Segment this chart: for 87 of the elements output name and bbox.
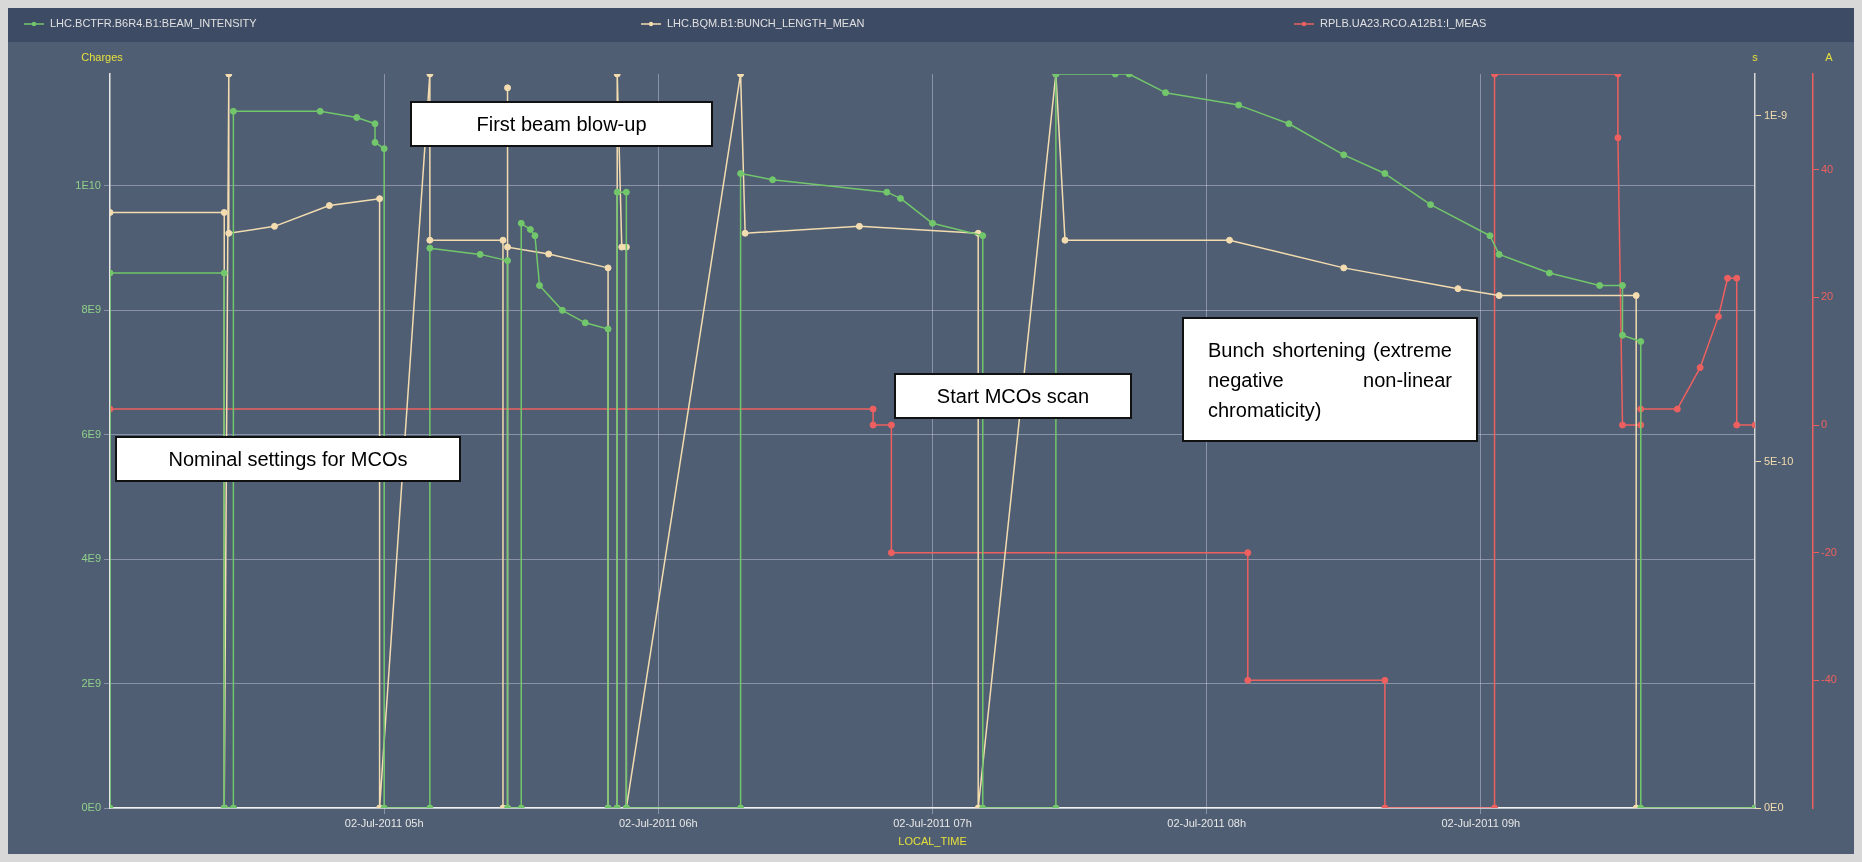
point — [1244, 676, 1252, 684]
point — [1714, 313, 1722, 321]
point — [604, 325, 612, 333]
y-tick-label: 1E10 — [75, 179, 101, 191]
y3-axis-title: A — [1825, 51, 1834, 64]
point — [1724, 274, 1732, 282]
point — [1733, 274, 1741, 282]
point — [869, 421, 877, 429]
y2-axis-title: s — [1752, 51, 1759, 64]
y-tick-label: 2E9 — [81, 676, 101, 689]
point — [1486, 232, 1494, 240]
y3-tick-label: -40 — [1821, 673, 1837, 686]
y-axis-title: Charges — [81, 51, 124, 64]
point — [1381, 676, 1389, 684]
point — [1381, 170, 1389, 178]
legend-label: LHC.BQM.B1:BUNCH_LENGTH_MEAN — [667, 17, 865, 30]
x-tick-label: 02-Jul-2011 06h — [618, 816, 698, 829]
point — [887, 421, 895, 429]
point — [897, 194, 905, 202]
point — [929, 219, 936, 227]
point — [1696, 364, 1704, 372]
y3-tick-label: 0 — [1821, 418, 1828, 431]
legend-label: LHC.BCTFR.B6R4.B1:BEAM_INTENSITY — [50, 17, 258, 30]
point — [1733, 421, 1741, 429]
annotation: Nominal settings for MCOs — [167, 447, 409, 472]
point — [476, 250, 484, 258]
annotation: Start MCOs scan — [935, 384, 1091, 409]
y-tick-label: 0E0 — [81, 801, 101, 814]
callout-box: Bunch shortening (extreme negative non-linear chromaticity) — [1182, 317, 1478, 442]
point — [979, 232, 987, 240]
callout-box: Nominal settings for MCOs — [115, 436, 461, 482]
point — [517, 219, 525, 227]
x-tick-label: 02-Jul-2011 09h — [1441, 816, 1521, 829]
x-tick-label: 02-Jul-2011 08h — [1167, 816, 1247, 829]
point — [1673, 405, 1681, 413]
point — [1427, 201, 1435, 209]
y-tick-label: 8E9 — [81, 303, 101, 316]
legend-label: RPLB.UA23.RCO.A12B1:I_MEAS — [1320, 17, 1487, 30]
point — [1618, 281, 1626, 289]
annotation: Bunch shortening (extreme negative non-linear chromaticity) — [1208, 337, 1452, 423]
point — [504, 257, 512, 265]
x-axis-title: LOCAL_TIME — [898, 834, 967, 847]
callout-box: Start MCOs scan — [894, 373, 1132, 419]
point — [1614, 134, 1622, 142]
point — [526, 226, 534, 234]
callout-box: First beam blow-up — [410, 101, 713, 147]
point — [1244, 549, 1252, 557]
point — [581, 319, 589, 327]
y3-tick-label: 40 — [1821, 162, 1834, 175]
y-tick-label: 4E9 — [81, 552, 101, 565]
x-tick-label: 02-Jul-2011 07h — [893, 816, 972, 829]
point — [737, 170, 745, 178]
point — [229, 107, 237, 115]
point — [613, 188, 621, 196]
annotation: First beam blow-up — [475, 112, 648, 137]
point — [622, 188, 630, 196]
point — [1637, 337, 1645, 345]
point — [1162, 89, 1170, 97]
point — [887, 549, 895, 557]
point — [869, 405, 877, 413]
y2-tick-label: 5E-10 — [1764, 454, 1794, 467]
point — [883, 188, 891, 196]
point — [536, 281, 544, 289]
x-tick-label: 02-Jul-2011 05h — [344, 816, 424, 829]
point — [353, 114, 361, 122]
y3-tick-label: 20 — [1821, 290, 1834, 303]
point — [1618, 421, 1626, 429]
point — [1495, 250, 1503, 258]
point — [1545, 269, 1553, 277]
point — [1235, 101, 1243, 109]
point — [220, 269, 228, 277]
point — [769, 176, 777, 184]
point — [1340, 151, 1348, 159]
point — [531, 232, 539, 240]
point — [1596, 281, 1604, 289]
point — [426, 244, 434, 252]
y-tick-label: 6E9 — [81, 427, 101, 440]
y3-tick-label: -20 — [1821, 545, 1837, 558]
y2-tick-label: 0E0 — [1764, 801, 1784, 814]
point — [380, 145, 388, 153]
point — [316, 107, 324, 115]
y2-tick-label: 1E-9 — [1764, 108, 1788, 121]
point — [1285, 120, 1293, 128]
point — [371, 120, 379, 128]
point — [558, 306, 566, 314]
point — [371, 138, 379, 146]
point — [1618, 331, 1626, 339]
